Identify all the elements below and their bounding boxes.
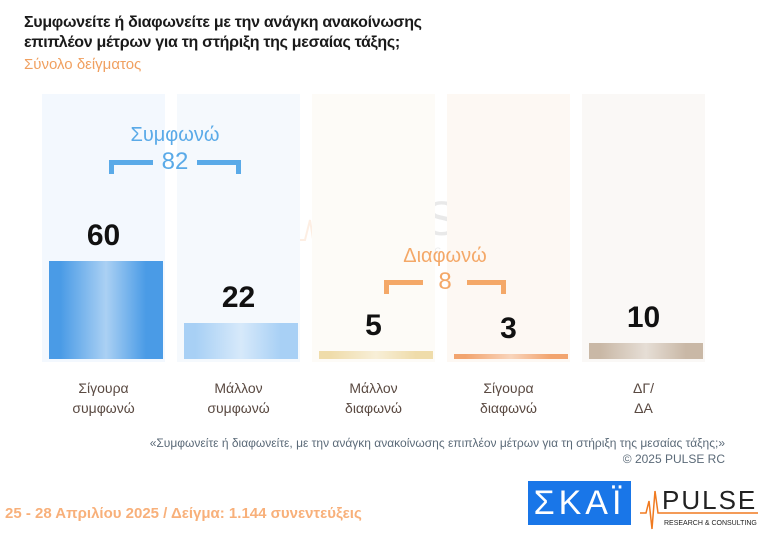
- group-bracket: [197, 160, 241, 165]
- data-label: 5: [365, 308, 382, 342]
- data-label: 3: [500, 312, 517, 346]
- group-label: Συμφωνώ: [130, 124, 220, 146]
- title-line-2: επιπλέον μέτρων για τη στήριξη της μεσαί…: [24, 34, 400, 51]
- column-bg-3: [447, 94, 570, 362]
- data-label: 10: [626, 300, 661, 334]
- title-line-1: Συμφωνείτε ή διαφωνείτε με την ανάγκη αν…: [24, 14, 422, 31]
- bar-1: [184, 323, 298, 359]
- bar-3: [454, 354, 568, 359]
- column-bg-4: [582, 94, 705, 362]
- svg-text:PULSE: PULSE: [662, 485, 757, 515]
- chart-subtitle: Σύνολο δείγματος: [24, 56, 142, 73]
- question-note: «Συμφωνείτε ή διαφωνείτε, με την ανάγκη …: [149, 436, 725, 450]
- group-bracket: [109, 160, 153, 165]
- category-label: ΔΓ/ΔΑ: [633, 380, 654, 416]
- group-total: 8: [438, 268, 452, 295]
- bar-0: [49, 261, 163, 359]
- category-label: Σίγουρα διαφωνώ: [480, 380, 537, 416]
- category-label: Σίγουρα συμφωνώ: [72, 380, 135, 416]
- group-bracket-end: [384, 280, 389, 294]
- group-bracket-end: [109, 160, 114, 174]
- group-total: 82: [161, 148, 189, 175]
- category-label: Μάλλον συμφωνώ: [207, 380, 270, 416]
- copyright: © 2025 PULSE RC: [622, 452, 725, 466]
- data-label: 60: [86, 219, 121, 253]
- group-bracket-end: [501, 280, 506, 294]
- footer-dates-sample: 25 - 28 Απριλίου 2025 / Δείγμα: 1.144 συ…: [5, 505, 362, 522]
- source-note: «Συμφωνείτε ή διαφωνείτε, με την ανάγκη …: [150, 435, 725, 467]
- column-bg-2: [312, 94, 435, 362]
- category-label: Μάλλον διαφωνώ: [345, 380, 402, 416]
- bar-2: [319, 350, 433, 359]
- svg-text:RESEARCH & CONSULTING: RESEARCH & CONSULTING: [664, 520, 757, 527]
- group-bracket-end: [236, 160, 241, 174]
- chart-title: Συμφωνείτε ή διαφωνείτε με την ανάγκη αν…: [24, 13, 422, 53]
- group-label: Διαφωνώ: [403, 245, 487, 267]
- data-label: 22: [221, 281, 256, 315]
- skai-logo: ΣΚΑΪ: [528, 481, 631, 525]
- column-bg-1: [177, 94, 300, 362]
- pulse-logo: PULSE RESEARCH & CONSULTING: [640, 485, 758, 530]
- group-bracket: [384, 280, 423, 285]
- group-bracket: [467, 280, 506, 285]
- bar-4: [589, 342, 703, 359]
